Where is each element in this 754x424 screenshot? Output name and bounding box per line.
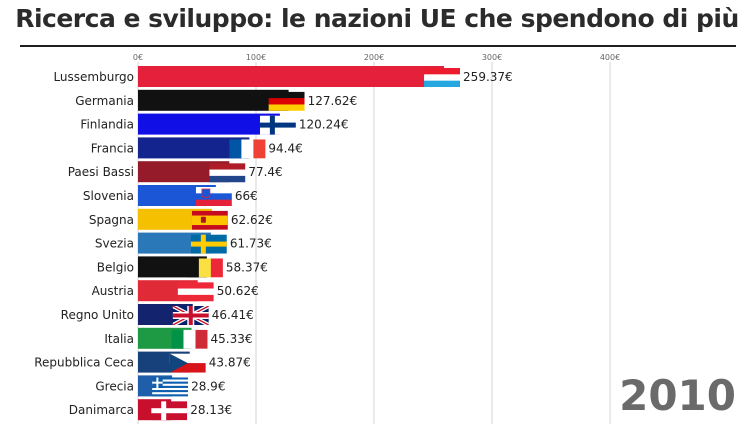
flag-spain-icon (191, 210, 228, 230)
x-tick-label: 0€ (133, 53, 143, 62)
value-label: 62.62€ (231, 213, 273, 227)
x-tick-label: 200€ (364, 53, 384, 62)
flag-italy-icon (171, 329, 208, 349)
value-label: 94.4€ (268, 141, 302, 155)
category-label: Danimarca (69, 403, 134, 417)
year-label: 2010 (619, 371, 736, 420)
value-label: 127.62€ (308, 94, 358, 108)
chart-title: Ricerca e sviluppo: le nazioni UE che sp… (15, 4, 739, 33)
value-label: 28.9€ (191, 379, 225, 393)
category-label: Belgio (97, 260, 134, 274)
category-label: Austria (92, 284, 134, 298)
x-tick-label: 300€ (482, 53, 502, 62)
value-label: 43.87€ (209, 356, 251, 370)
flag-sweden-icon (190, 234, 227, 254)
flag-austria-icon (177, 282, 214, 302)
bar (138, 89, 289, 111)
category-label: Francia (91, 141, 134, 155)
value-label: 66€ (235, 189, 258, 203)
flag-finland-icon (259, 115, 296, 135)
category-label: Repubblica Ceca (34, 356, 134, 370)
flag-belgium-icon (186, 258, 223, 278)
value-label: 120.24€ (299, 118, 349, 132)
category-label: Germania (75, 94, 134, 108)
category-label: Italia (104, 332, 134, 346)
flag-slovenia-icon (195, 187, 232, 206)
value-label: 46.41€ (212, 308, 254, 322)
bar (138, 66, 445, 87)
category-label: Regno Unito (61, 308, 134, 322)
x-tick-label: 100€ (246, 53, 266, 62)
title-underline (20, 45, 736, 47)
flag-greece-icon (152, 377, 189, 397)
category-label: Lussemburgo (53, 70, 134, 84)
category-label: Spagna (89, 213, 134, 227)
category-label: Paesi Bassi (68, 165, 134, 179)
flag-denmark-icon (151, 401, 188, 421)
flag-luxembourg-icon (424, 68, 461, 87)
value-label: 28.13€ (190, 403, 232, 417)
x-tick-label: 400€ (600, 53, 620, 62)
category-label: Svezia (95, 237, 134, 251)
flag-netherlands-icon (209, 163, 246, 183)
value-label: 77.4€ (248, 165, 282, 179)
value-label: 50.62€ (217, 284, 259, 298)
value-label: 61.73€ (230, 237, 272, 251)
flag-germany-icon (268, 91, 305, 111)
bar (138, 113, 280, 135)
value-label: 58.37€ (226, 260, 268, 274)
flag-france-icon (229, 139, 266, 159)
category-label: Slovenia (83, 189, 134, 203)
bar (138, 137, 250, 159)
flag-united-kingdom-icon (172, 306, 209, 325)
value-label: 259.37€ (463, 70, 513, 84)
flag-czech-republic-icon (169, 353, 206, 373)
bar (138, 161, 230, 183)
value-label: 45.33€ (210, 332, 252, 346)
category-label: Finlandia (80, 118, 134, 132)
category-label: Grecia (95, 379, 134, 393)
